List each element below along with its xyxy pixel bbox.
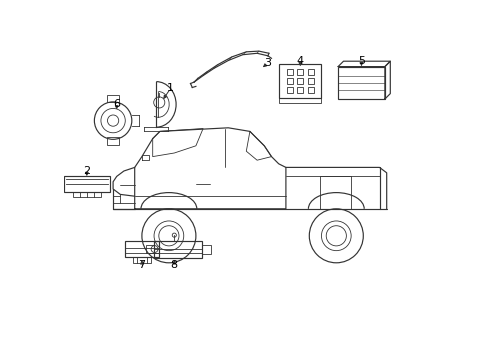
Bar bbox=[307, 78, 313, 84]
Bar bbox=[286, 87, 292, 93]
Text: 5: 5 bbox=[357, 56, 364, 66]
Bar bbox=[279, 98, 321, 103]
Bar bbox=[297, 69, 303, 75]
Bar bbox=[124, 241, 159, 257]
Bar bbox=[107, 95, 119, 102]
Text: 3: 3 bbox=[264, 58, 271, 68]
Bar bbox=[307, 69, 313, 75]
Text: 8: 8 bbox=[170, 260, 178, 270]
Text: 4: 4 bbox=[296, 56, 303, 66]
Bar bbox=[286, 78, 292, 84]
Text: 2: 2 bbox=[83, 166, 90, 176]
Bar bbox=[153, 240, 201, 258]
Text: 7: 7 bbox=[138, 260, 145, 270]
Bar bbox=[297, 87, 303, 93]
Bar bbox=[279, 64, 321, 98]
Text: 6: 6 bbox=[113, 99, 120, 109]
Bar bbox=[73, 192, 101, 197]
Bar bbox=[145, 245, 153, 253]
Bar bbox=[307, 87, 313, 93]
Text: 1: 1 bbox=[167, 83, 174, 93]
Bar bbox=[63, 176, 110, 192]
Bar bbox=[201, 245, 211, 254]
Bar bbox=[107, 138, 119, 145]
Bar bbox=[132, 257, 151, 263]
Bar bbox=[337, 67, 384, 99]
Bar bbox=[297, 78, 303, 84]
Bar bbox=[286, 69, 292, 75]
